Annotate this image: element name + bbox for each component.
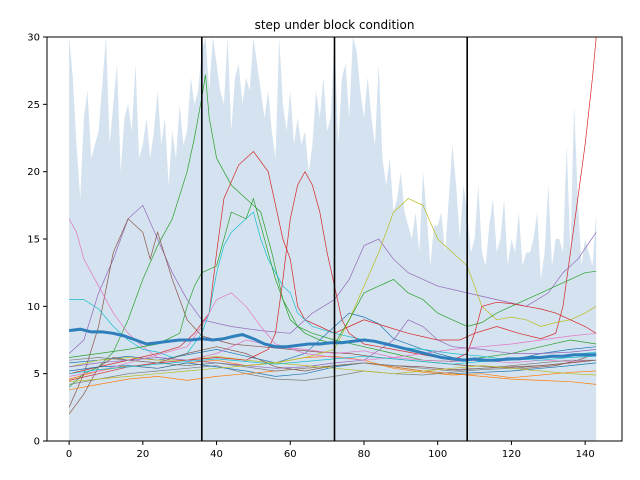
plot-area bbox=[68, 37, 597, 441]
x-axis: 0 20 40 60 80 100 120 140 bbox=[66, 441, 595, 460]
x-tick-label: 120 bbox=[502, 449, 521, 460]
y-tick-label: 0 bbox=[34, 437, 40, 448]
y-tick-label: 30 bbox=[27, 33, 40, 44]
y-tick-label: 25 bbox=[27, 100, 40, 111]
y-tick-label: 15 bbox=[27, 235, 40, 246]
series-line-14 bbox=[69, 170, 597, 381]
x-tick-label: 60 bbox=[284, 449, 297, 460]
mean-line bbox=[68, 327, 597, 362]
x-tick-label: 100 bbox=[428, 449, 447, 460]
series-line-5 bbox=[68, 204, 597, 354]
x-tick-label: 140 bbox=[576, 449, 595, 460]
y-tick-label: 20 bbox=[27, 167, 40, 178]
series-line-17 bbox=[69, 292, 597, 377]
y-tick-label: 10 bbox=[27, 302, 40, 313]
series-line-13 bbox=[69, 197, 597, 358]
chart-title: step under block condition bbox=[255, 18, 415, 32]
y-tick-label: 5 bbox=[34, 369, 40, 380]
x-tick-label: 20 bbox=[136, 449, 149, 460]
y-axis: 0 5 10 15 20 25 30 bbox=[27, 33, 47, 448]
x-tick-label: 80 bbox=[358, 449, 371, 460]
x-tick-label: 40 bbox=[210, 449, 223, 460]
block-boundaries bbox=[201, 37, 468, 441]
x-tick-label: 0 bbox=[66, 449, 72, 460]
